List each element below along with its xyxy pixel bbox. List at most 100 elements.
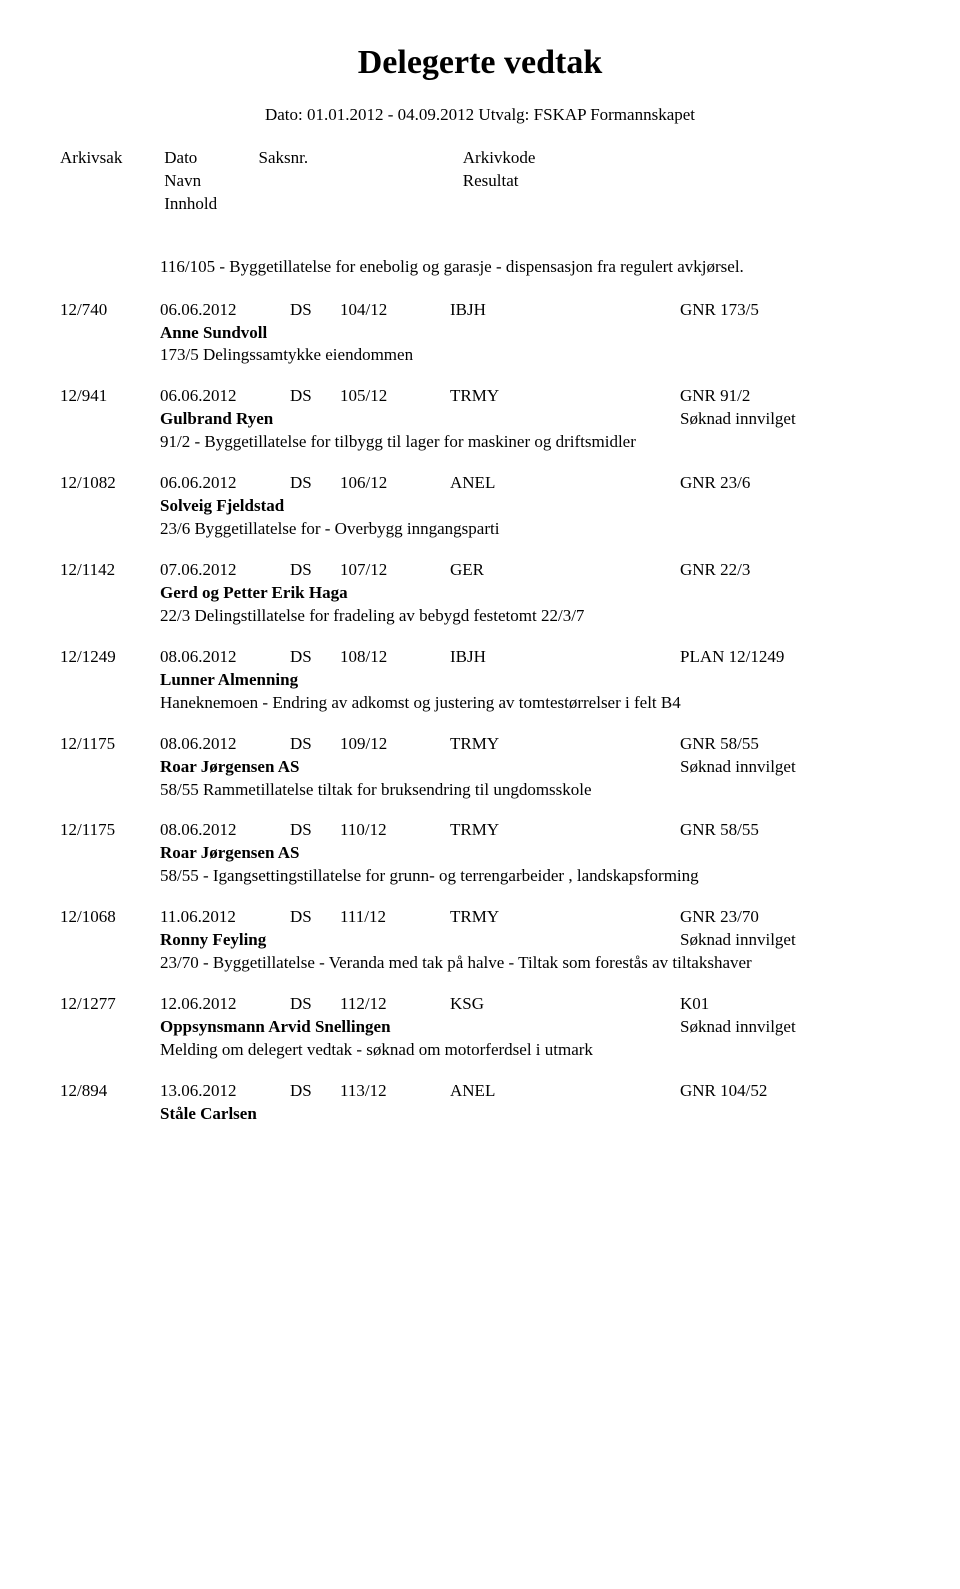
entry-ref: 12/1068 [60, 906, 160, 929]
entry-gnr: GNR 173/5 [680, 299, 759, 322]
entry-code: GER [450, 559, 680, 582]
entry-desc: Melding om delegert vedtak - søknad om m… [160, 1039, 900, 1062]
entry-ds: DS [290, 993, 340, 1016]
entry-line2: Lunner Almenning [160, 669, 900, 692]
entry-applicant: Lunner Almenning [160, 669, 680, 692]
entry-desc: 58/55 - Igangsettingstillatelse for grun… [160, 865, 900, 888]
entry-gnr: GNR 58/55 [680, 819, 759, 842]
entry-num: 113/12 [340, 1080, 450, 1103]
entry-date: 06.06.2012 [160, 472, 290, 495]
column-header: Arkivsak Dato Saksnr. Arkivkode Navn Res… [60, 147, 900, 216]
entry-ref: 12/894 [60, 1080, 160, 1103]
col-innhold: Innhold [164, 193, 254, 216]
entry-applicant: Solveig Fjeldstad [160, 495, 680, 518]
entry-num: 109/12 [340, 733, 450, 756]
entry: 12/89413.06.2012DS113/12ANELGNR 104/52St… [60, 1080, 900, 1126]
entry-gnr: PLAN 12/1249 [680, 646, 784, 669]
col-resultat: Resultat [463, 170, 519, 193]
entry-gnr: GNR 22/3 [680, 559, 750, 582]
entry-applicant: Anne Sundvoll [160, 322, 680, 345]
entry-ds: DS [290, 472, 340, 495]
entry-code: ANEL [450, 472, 680, 495]
entry-line1: 12/127712.06.2012DS112/12KSGK01 [60, 993, 900, 1016]
entry: 12/117508.06.2012DS109/12TRMYGNR 58/55Ro… [60, 733, 900, 802]
entry-applicant: Ronny Feyling [160, 929, 680, 952]
entry-ref: 12/1175 [60, 733, 160, 756]
page-subtitle: Dato: 01.01.2012 - 04.09.2012 Utvalg: FS… [60, 104, 900, 127]
entry-code: TRMY [450, 819, 680, 842]
col-arkivsak: Arkivsak [60, 147, 160, 170]
entry-desc: 58/55 Rammetillatelse tiltak for bruksen… [160, 779, 900, 802]
entry-ds: DS [290, 385, 340, 408]
preamble-text: 116/105 - Byggetillatelse for enebolig o… [160, 256, 900, 279]
entry-gnr: GNR 104/52 [680, 1080, 767, 1103]
col-navn: Navn [164, 170, 254, 193]
entry-desc: 173/5 Delingssamtykke eiendommen [160, 344, 900, 367]
entry-desc: 23/6 Byggetillatelse for - Overbygg inng… [160, 518, 900, 541]
entry-ref: 12/1249 [60, 646, 160, 669]
entry-line2: Gulbrand RyenSøknad innvilget [160, 408, 900, 431]
entry-desc: 23/70 - Byggetillatelse - Veranda med ta… [160, 952, 900, 975]
entry-line1: 12/108206.06.2012DS106/12ANELGNR 23/6 [60, 472, 900, 495]
entry-desc: Haneknemoen - Endring av adkomst og just… [160, 692, 900, 715]
entry-result: Søknad innvilget [680, 929, 796, 952]
entry-ref: 12/1277 [60, 993, 160, 1016]
entry-applicant: Roar Jørgensen AS [160, 756, 680, 779]
entry: 12/124908.06.2012DS108/12IBJHPLAN 12/124… [60, 646, 900, 715]
entry-gnr: GNR 23/6 [680, 472, 750, 495]
entry-num: 111/12 [340, 906, 450, 929]
entry: 12/127712.06.2012DS112/12KSGK01Oppsynsma… [60, 993, 900, 1062]
entry-result: Søknad innvilget [680, 408, 796, 431]
entry-num: 105/12 [340, 385, 450, 408]
entry-code: TRMY [450, 385, 680, 408]
entry-date: 08.06.2012 [160, 819, 290, 842]
entry-date: 06.06.2012 [160, 299, 290, 322]
entry-code: TRMY [450, 733, 680, 756]
entry-applicant: Gulbrand Ryen [160, 408, 680, 431]
entry-line2: Ronny FeylingSøknad innvilget [160, 929, 900, 952]
entry-applicant: Oppsynsmann Arvid Snellingen [160, 1016, 680, 1039]
entry-line1: 12/106811.06.2012DS111/12TRMYGNR 23/70 [60, 906, 900, 929]
entry-ref: 12/941 [60, 385, 160, 408]
entry-ref: 12/1142 [60, 559, 160, 582]
entry-line2: Roar Jørgensen AS [160, 842, 900, 865]
entry-desc: 22/3 Delingstillatelse for fradeling av … [160, 605, 900, 628]
entry-ref: 12/740 [60, 299, 160, 322]
entry: 12/74006.06.2012DS104/12IBJHGNR 173/5Ann… [60, 299, 900, 368]
entry-line2: Oppsynsmann Arvid SnellingenSøknad innvi… [160, 1016, 900, 1039]
entry-result: Søknad innvilget [680, 756, 796, 779]
entry-ds: DS [290, 646, 340, 669]
entry-line1: 12/114207.06.2012DS107/12GERGNR 22/3 [60, 559, 900, 582]
entry-ds: DS [290, 559, 340, 582]
entry-date: 12.06.2012 [160, 993, 290, 1016]
entry-ds: DS [290, 819, 340, 842]
entry-line1: 12/74006.06.2012DS104/12IBJHGNR 173/5 [60, 299, 900, 322]
entry-date: 06.06.2012 [160, 385, 290, 408]
entry-num: 108/12 [340, 646, 450, 669]
entry: 12/106811.06.2012DS111/12TRMYGNR 23/70Ro… [60, 906, 900, 975]
entry: 12/117508.06.2012DS110/12TRMYGNR 58/55Ro… [60, 819, 900, 888]
entry-ref: 12/1082 [60, 472, 160, 495]
entry-line1: 12/94106.06.2012DS105/12TRMYGNR 91/2 [60, 385, 900, 408]
entry: 12/94106.06.2012DS105/12TRMYGNR 91/2Gulb… [60, 385, 900, 454]
entry-line2: Gerd og Petter Erik Haga [160, 582, 900, 605]
entry-desc: 91/2 - Byggetillatelse for tilbygg til l… [160, 431, 900, 454]
entry-date: 13.06.2012 [160, 1080, 290, 1103]
entry-date: 07.06.2012 [160, 559, 290, 582]
entry-line2: Solveig Fjeldstad [160, 495, 900, 518]
entry-ds: DS [290, 299, 340, 322]
entry-gnr: K01 [680, 993, 709, 1016]
entry-applicant: Roar Jørgensen AS [160, 842, 680, 865]
entry-ds: DS [290, 1080, 340, 1103]
entry-code: IBJH [450, 299, 680, 322]
entry-code: ANEL [450, 1080, 680, 1103]
entries-list: 12/74006.06.2012DS104/12IBJHGNR 173/5Ann… [60, 299, 900, 1126]
entry-line2: Anne Sundvoll [160, 322, 900, 345]
entry-line1: 12/89413.06.2012DS113/12ANELGNR 104/52 [60, 1080, 900, 1103]
col-arkivkode: Arkivkode [463, 147, 536, 170]
entry-gnr: GNR 23/70 [680, 906, 759, 929]
entry-date: 11.06.2012 [160, 906, 290, 929]
entry-line1: 12/117508.06.2012DS110/12TRMYGNR 58/55 [60, 819, 900, 842]
entry-num: 106/12 [340, 472, 450, 495]
col-dato: Dato [164, 147, 254, 170]
